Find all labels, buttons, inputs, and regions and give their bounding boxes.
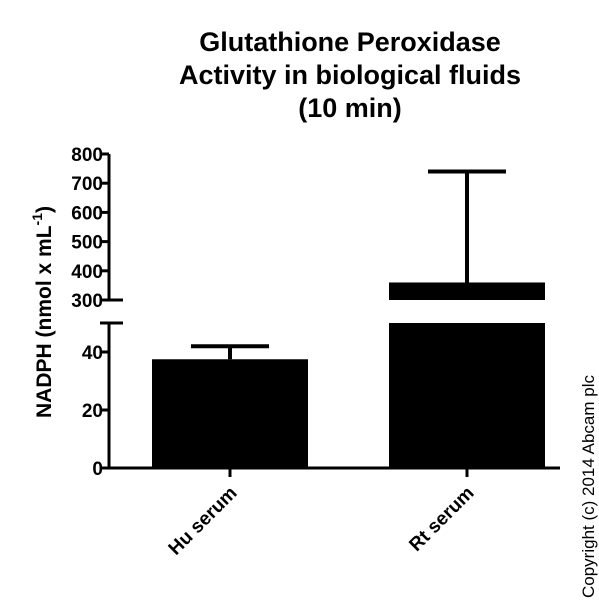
y-tick-label-0: 0 xyxy=(92,459,103,480)
chart-title-line-3: (10 min) xyxy=(298,93,402,123)
chart-title: Glutathione Peroxidase Activity in biolo… xyxy=(179,27,521,123)
y-tick-label-300: 300 xyxy=(71,291,103,312)
y-tick-label-500: 500 xyxy=(71,233,103,254)
bar-1 xyxy=(152,359,308,468)
y-axis-label-main: NADPH (nmol x mL xyxy=(33,225,56,418)
y-axis-label-close: ) xyxy=(33,206,56,213)
chart-title-line-1: Glutathione Peroxidase xyxy=(199,27,501,57)
y-tick-label-40: 40 xyxy=(82,343,103,364)
x-tick-label-1: Hu serum xyxy=(165,483,242,560)
bars xyxy=(152,169,545,468)
chart-title-line-2: Activity in biological fluids xyxy=(179,60,521,90)
y-tick-label-800: 800 xyxy=(71,145,103,166)
copyright-text: Copyright (c) 2014 Abcam plc xyxy=(579,375,598,598)
bar-2-lower xyxy=(389,323,545,468)
x-tick-label-2: Rt serum xyxy=(405,483,478,556)
y-tick-label-20: 20 xyxy=(82,401,103,422)
y-tick-label-400: 400 xyxy=(71,262,103,283)
bar-2-upper xyxy=(389,282,545,300)
y-tick-label-600: 600 xyxy=(71,203,103,224)
y-axis-label-superscript: -1 xyxy=(29,213,45,226)
y-tick-label-700: 700 xyxy=(71,174,103,195)
y-axis-label: NADPH (nmol x mL-1) xyxy=(29,206,56,418)
x-tick-labels: Hu serum Rt serum xyxy=(165,468,479,560)
